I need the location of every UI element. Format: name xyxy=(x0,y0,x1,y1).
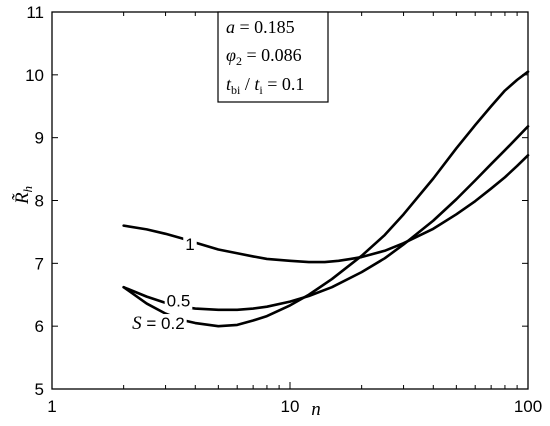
x-axis-label: n xyxy=(311,399,321,420)
annotation-line-a: a = 0.185 xyxy=(226,17,295,37)
series-label-bg xyxy=(130,314,187,334)
series-label-0: 1 xyxy=(183,235,197,254)
x-tick-label: 100 xyxy=(514,397,542,416)
y-tick-label: 6 xyxy=(35,317,44,336)
series-label-2: S = 0.2 xyxy=(130,313,187,334)
series-label-1: 0.5 xyxy=(164,291,193,310)
series-label-bg xyxy=(164,292,193,310)
series-label-text: 1 xyxy=(185,235,194,254)
parameter-annotation: a = 0.185 φ2 = 0.086 tbi / ti = 0.1 xyxy=(217,11,329,103)
y-tick-label: 9 xyxy=(35,129,44,148)
series-labels: 1 0.5 S = 0.2 xyxy=(130,235,197,334)
annotation-line-phi: φ2 = 0.086 xyxy=(226,45,302,68)
x-tick-label: 10 xyxy=(281,397,300,416)
x-tick-label: 1 xyxy=(47,397,56,416)
y-tick-label: 5 xyxy=(35,380,44,399)
y-tick-label: 8 xyxy=(35,192,44,211)
series-line-2 xyxy=(122,70,530,328)
svg-text:R̃h: R̃h xyxy=(12,186,35,205)
series-group xyxy=(122,70,530,328)
annotation-line-tbi: tbi / ti = 0.1 xyxy=(226,74,304,97)
series-label-text: S = 0.2 xyxy=(132,313,185,334)
annotation-box xyxy=(217,11,329,103)
svg-text:n: n xyxy=(311,399,321,420)
y-axis-label: R̃h xyxy=(12,186,35,205)
y-tick-label: 11 xyxy=(26,3,44,22)
y-tick-label: 10 xyxy=(25,66,44,85)
y-tick-label: 7 xyxy=(35,254,44,273)
series-label-bg xyxy=(183,235,197,253)
series-label-text: 0.5 xyxy=(167,291,191,310)
